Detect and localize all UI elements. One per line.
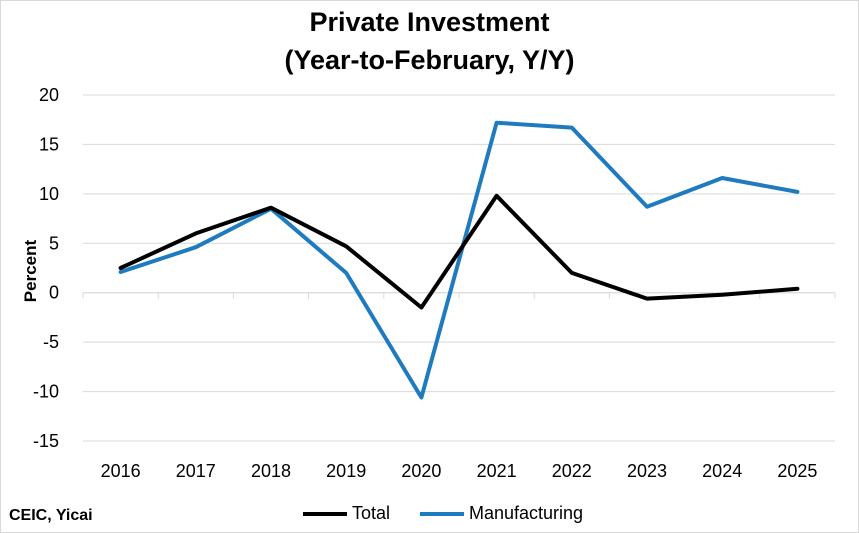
legend-item-manufacturing: Manufacturing <box>420 503 583 524</box>
x-tick-label-2018: 2018 <box>251 461 291 481</box>
legend: Total Manufacturing <box>1 503 858 527</box>
series-line-manufacturing <box>118 120 800 400</box>
y-tick-label: 10 <box>39 184 59 204</box>
legend-swatch-manufacturing <box>420 511 464 516</box>
x-tick-label-2017: 2017 <box>176 461 216 481</box>
legend-swatch-total <box>303 511 347 516</box>
y-tick-label: 20 <box>39 85 59 105</box>
chart-title-line-2: (Year-to-February, Y/Y) <box>284 45 575 75</box>
y-tick-label: -10 <box>33 382 59 402</box>
x-tick-label-2021: 2021 <box>477 461 517 481</box>
series-line-total <box>118 193 800 310</box>
x-tick-label-2023: 2023 <box>627 461 667 481</box>
source-note: CEIC, Yicai <box>9 507 93 524</box>
y-axis-label: Percent <box>21 239 40 303</box>
y-tick-label: 0 <box>49 283 59 303</box>
x-tick-label-2025: 2025 <box>777 461 817 481</box>
x-tick-label-2020: 2020 <box>401 461 441 481</box>
x-tick-label-2022: 2022 <box>552 461 592 481</box>
x-tick-label-2019: 2019 <box>326 461 366 481</box>
legend-item-total: Total <box>303 503 390 524</box>
y-tick-label: 5 <box>49 233 59 253</box>
chart-title-line-1: Private Investment <box>309 7 550 37</box>
x-tick-label-2024: 2024 <box>702 461 742 481</box>
x-tick-label-2016: 2016 <box>101 461 141 481</box>
y-tick-label: -15 <box>33 431 59 451</box>
y-tick-label: -5 <box>43 332 59 352</box>
legend-label-total: Total <box>352 503 391 523</box>
y-tick-label: 15 <box>39 134 59 154</box>
legend-label-manufacturing: Manufacturing <box>469 503 584 523</box>
